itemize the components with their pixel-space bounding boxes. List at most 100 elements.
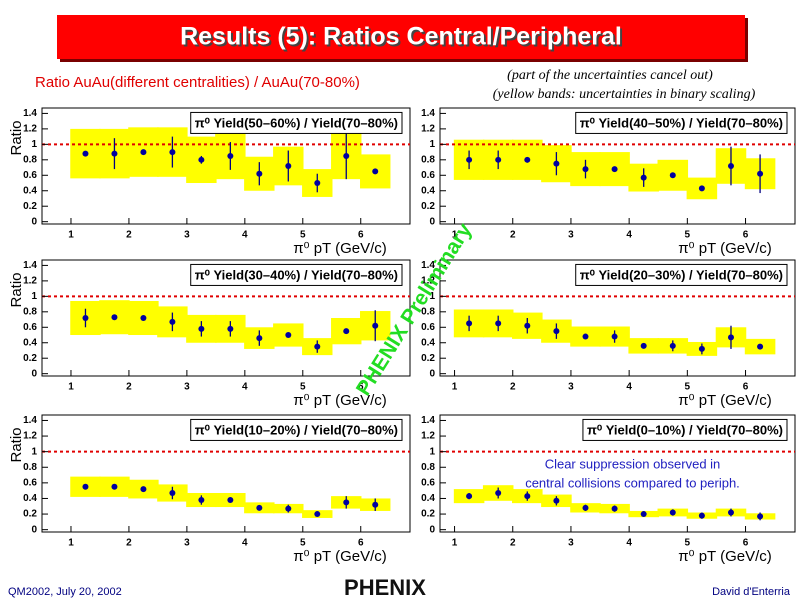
y-tick-label: 0.2 xyxy=(23,353,37,364)
x-axis-label: π⁰ pT (GeV/c) xyxy=(293,240,387,257)
point xyxy=(640,342,647,349)
x-tick-label: 1 xyxy=(68,538,74,549)
x-tick-label: 4 xyxy=(242,382,248,393)
x-tick-label: 5 xyxy=(300,230,306,241)
point xyxy=(111,314,118,321)
y-tick-label: 0.2 xyxy=(421,201,435,212)
x-tick-label: 1 xyxy=(452,382,458,393)
x-tick-label: 2 xyxy=(126,382,132,393)
y-tick-label: 1.2 xyxy=(23,276,37,287)
title: Results (5): Ratios Central/Peripheral xyxy=(180,23,622,51)
y-tick-label: 1.2 xyxy=(421,276,435,287)
y-tick-label: 0.8 xyxy=(421,154,435,165)
subtitle: Ratio AuAu(different centralities) / AuA… xyxy=(35,74,360,91)
point xyxy=(198,497,205,504)
point xyxy=(169,149,176,156)
y-tick-label: 0.8 xyxy=(23,462,37,473)
x-tick-label: 6 xyxy=(358,538,364,549)
point xyxy=(611,166,618,173)
point xyxy=(169,318,176,325)
point xyxy=(553,328,560,335)
point xyxy=(727,334,734,341)
title-bar xyxy=(57,15,745,59)
y-tick-label: 0.8 xyxy=(23,306,37,317)
point xyxy=(227,497,234,504)
point xyxy=(698,345,705,352)
x-tick-label: 6 xyxy=(358,230,364,241)
y-tick-label: 0.2 xyxy=(421,353,435,364)
point xyxy=(698,512,705,519)
point xyxy=(698,185,705,192)
y-tick-label: 1.2 xyxy=(23,124,37,135)
point xyxy=(169,490,176,496)
panel-label-box xyxy=(190,418,403,441)
point xyxy=(140,315,147,321)
panel-label: π⁰ Yield(30–40%) / Yield(70–80%) xyxy=(195,267,398,282)
y-tick-label: 1.4 xyxy=(23,260,37,271)
panel-label-box xyxy=(190,111,403,134)
point xyxy=(553,160,560,167)
y-tick-label: 0.4 xyxy=(23,493,37,504)
x-tick-label: 4 xyxy=(626,230,632,241)
y-tick-label: 1.4 xyxy=(421,260,435,271)
x-tick-label: 6 xyxy=(743,230,749,241)
panel-label: π⁰ Yield(10–20%) / Yield(70–80%) xyxy=(195,422,398,437)
plots: 0 0.2 0.4 0.6 0.8 1 1.2 1.4 1 2 3 4 5 6 π⁰ Yield(50–60… xyxy=(8,107,796,565)
point xyxy=(669,509,676,516)
y-tick-label: 0 xyxy=(31,524,37,535)
y-tick-label: 1.4 xyxy=(23,108,37,119)
x-tick-label: 4 xyxy=(242,230,248,241)
x-tick-label: 2 xyxy=(510,382,516,393)
point xyxy=(372,501,379,508)
y-tick-label: 1.2 xyxy=(421,431,435,442)
point xyxy=(256,504,263,511)
point xyxy=(82,483,89,490)
point xyxy=(285,332,292,339)
panel-label-box xyxy=(190,263,403,286)
point xyxy=(314,180,321,187)
y-tick-label: 0 xyxy=(429,368,435,379)
x-tick-label: 6 xyxy=(358,382,364,393)
point xyxy=(198,156,205,163)
y-tick-label: 0.6 xyxy=(421,322,435,333)
point xyxy=(256,170,263,177)
point xyxy=(757,343,764,350)
x-tick-label: 2 xyxy=(126,230,132,241)
x-tick-label: 5 xyxy=(685,538,691,549)
y-tick-label: 0.2 xyxy=(23,509,37,520)
note: (part of the uncertainties cancel out) xyxy=(507,68,713,83)
point xyxy=(669,342,676,349)
point xyxy=(524,493,531,500)
note: (yellow bands: uncertainties in binary s… xyxy=(493,87,756,102)
x-tick-label: 2 xyxy=(510,538,516,549)
x-tick-label: 3 xyxy=(184,382,190,393)
x-axis-label: π⁰ pT (GeV/c) xyxy=(293,392,387,409)
point xyxy=(372,322,379,329)
y-tick-label: 1 xyxy=(429,139,435,150)
y-tick-label: 0.6 xyxy=(421,478,435,489)
panel-label: π⁰ Yield(50–60%) / Yield(70–80%) xyxy=(195,115,398,130)
point xyxy=(495,156,502,163)
y-tick-label: 0.4 xyxy=(23,337,37,348)
x-tick-label: 1 xyxy=(452,538,458,549)
point xyxy=(495,490,502,496)
point xyxy=(757,170,764,177)
point xyxy=(582,333,589,340)
y-axis-label: Ratio xyxy=(8,427,25,462)
x-tick-label: 1 xyxy=(452,230,458,241)
x-axis-label: π⁰ pT (GeV/c) xyxy=(293,548,387,565)
x-tick-label: 5 xyxy=(685,382,691,393)
x-tick-label: 2 xyxy=(510,230,516,241)
point xyxy=(669,172,676,179)
point xyxy=(524,322,531,329)
plot-frame xyxy=(439,414,796,533)
point xyxy=(82,150,89,157)
point xyxy=(524,156,531,163)
y-tick-label: 1 xyxy=(31,291,37,302)
title-text-shadow: Results (5): Ratios Central/Peripheral xyxy=(182,25,624,53)
y-tick-label: 0.8 xyxy=(421,462,435,473)
point xyxy=(140,149,147,156)
point xyxy=(466,320,473,327)
panel-label: π⁰ Yield(0–10%) / Yield(70–80%) xyxy=(587,422,783,437)
y-tick-label: 1.4 xyxy=(23,415,37,426)
